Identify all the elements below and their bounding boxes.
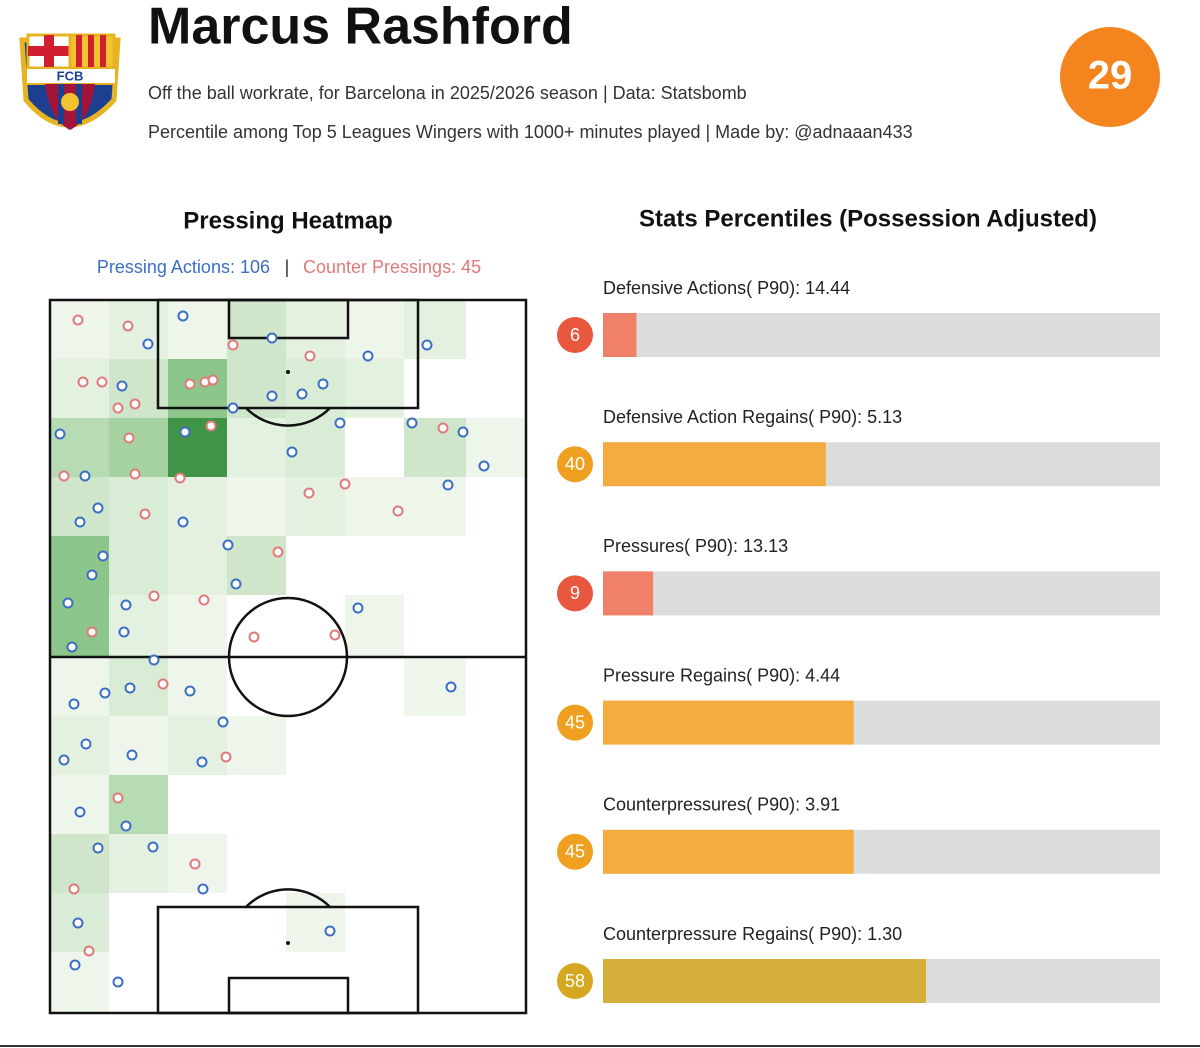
bar [603,313,637,357]
note: Percentile among Top 5 Leagues Wingers w… [148,122,913,142]
percentile-value: 6 [570,325,580,345]
bars-title: Stats Percentiles (Possession Adjusted) [639,205,1097,232]
subtitle: Off the ball workrate, for Barcelona in … [148,83,747,103]
overall-value: 29 [1088,54,1133,98]
percentile-badge [557,575,593,612]
separator: | [285,257,290,277]
pressing-label: Pressing Actions: 106 [97,257,270,277]
percentile-value: 45 [565,842,585,862]
bar [603,829,854,874]
bar-track [603,571,1160,616]
bar [603,442,826,487]
percentile-badge [557,704,593,741]
crest-text: FCB [57,68,84,83]
stat-label: Pressures( P90): 13.13 [603,536,788,556]
percentile-value: 58 [565,971,585,991]
percentile-badge [557,963,593,999]
club-crest: FCB [19,33,121,130]
pressing-points [54,310,490,988]
percentile-badge [557,317,593,353]
percentile-badge [557,446,593,483]
percentile-value: 9 [570,583,580,603]
bar [603,959,927,1003]
bar-track [603,313,1160,357]
stat-label: Pressure Regains( P90): 4.44 [603,665,840,685]
bar [603,571,654,616]
player-name: Marcus Rashford [148,0,573,56]
bar [603,700,854,745]
stat-label: Defensive Action Regains( P90): 5.13 [603,407,902,427]
stat-label: Counterpressures( P90): 3.91 [603,795,840,815]
heatmap-title: Pressing Heatmap [183,207,392,234]
percentile-value: 40 [565,454,585,474]
percentile-badge [557,833,593,870]
stat-label: Defensive Actions( P90): 14.44 [603,278,850,298]
percentile-value: 45 [565,712,585,732]
counter-label: Counter Pressings: 45 [303,257,481,277]
overall-badge [1060,27,1160,127]
stat-label: Counterpressure Regains( P90): 1.30 [603,924,902,944]
pitch [48,298,528,1015]
